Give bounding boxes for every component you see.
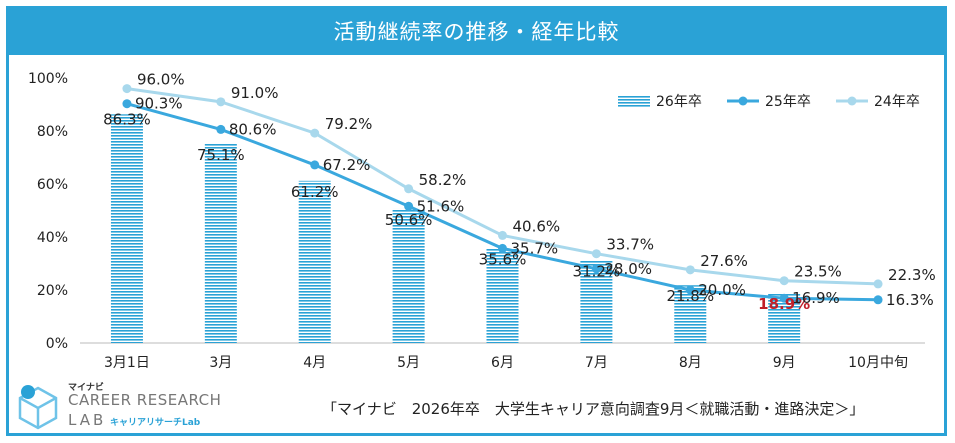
- series-point-24: [779, 276, 789, 286]
- y-tick-label: 60%: [37, 177, 68, 193]
- line24-data-label: 27.6%: [700, 252, 748, 270]
- x-tick-label: 3月1日: [104, 355, 150, 371]
- x-tick-label: 4月: [303, 355, 326, 371]
- line24-data-label: 23.5%: [794, 263, 842, 281]
- chart-frame: 活動継続率の推移・経年比較: [6, 6, 947, 436]
- line25-data-label: 35.7%: [511, 239, 559, 257]
- legend-swatch-bar: [618, 95, 650, 107]
- y-tick-label: 0%: [46, 336, 68, 352]
- y-tick-label: 40%: [37, 230, 68, 246]
- bar-26: [392, 208, 425, 343]
- line24-data-label: 40.6%: [513, 217, 561, 235]
- series-point-24: [873, 279, 883, 289]
- legend-label: 24年卒: [874, 94, 920, 110]
- line25-data-label: 20.0%: [698, 281, 746, 299]
- x-tick-label: 10月中旬: [848, 355, 908, 371]
- bar-data-label: 31.2%: [573, 262, 621, 280]
- y-tick-label: 100%: [28, 71, 68, 87]
- bar-26: [204, 143, 237, 343]
- legend-label: 26年卒: [656, 94, 702, 110]
- x-tick-label: 9月: [773, 355, 796, 371]
- bar-data-label: 75.1%: [197, 146, 245, 164]
- logo-brand: マイナビ: [68, 383, 104, 393]
- career-research-lab-logo: マイナビ CAREER RESEARCH LAB キャリアリサーチLab: [14, 380, 234, 432]
- series-point-24: [216, 97, 226, 107]
- chart-title: 活動継続率の推移・経年比較: [9, 9, 944, 55]
- x-tick-label: 6月: [491, 355, 514, 371]
- bar-data-label: 18.9%: [758, 295, 810, 313]
- bar-data-label: 50.6%: [385, 211, 433, 229]
- line25-data-label: 28.0%: [604, 260, 652, 278]
- logo-line2: LAB: [68, 411, 107, 429]
- bar-data-label: 35.6%: [479, 251, 527, 269]
- source-note: 「マイナビ 2026年卒 大学生キャリア意向調査9月＜就職活動・進路決定＞」: [322, 400, 865, 418]
- series-point-25: [310, 160, 320, 170]
- series-point-25: [685, 285, 695, 295]
- line25-data-label: 67.2%: [323, 156, 371, 174]
- line24-data-label: 22.3%: [888, 266, 936, 284]
- x-tick-label: 7月: [585, 355, 608, 371]
- x-tick-label: 5月: [397, 355, 420, 371]
- x-tick-label: 8月: [679, 355, 702, 371]
- line24-data-label: 58.2%: [419, 171, 467, 189]
- series-point-24: [122, 84, 132, 94]
- bar-26: [110, 114, 143, 344]
- bar-26: [486, 248, 519, 343]
- line24-data-label: 96.0%: [137, 71, 185, 89]
- bar-data-label: 21.8%: [666, 287, 714, 305]
- series-point-24: [685, 265, 695, 275]
- legend-label: 25年卒: [765, 94, 811, 110]
- line25-data-label: 16.9%: [792, 289, 840, 307]
- legend-swatch-marker: [738, 96, 748, 106]
- line25-data-label: 80.6%: [229, 120, 277, 138]
- logo-sub: キャリアリサーチLab: [110, 418, 201, 428]
- series-point-25: [873, 295, 883, 305]
- series-point-24: [404, 184, 414, 194]
- series-point-25: [498, 243, 507, 253]
- series-point-25: [591, 264, 601, 274]
- series-point-25: [404, 201, 414, 211]
- line24-data-label: 33.7%: [606, 236, 654, 254]
- series-point-25: [122, 99, 132, 109]
- line24-data-label: 91.0%: [231, 84, 279, 102]
- series-point-25: [779, 293, 789, 303]
- series-point-25: [216, 124, 226, 134]
- bar-26: [674, 285, 707, 343]
- series-point-24: [498, 230, 507, 240]
- legend-swatch-marker: [847, 96, 857, 106]
- bar-data-label: 86.3%: [103, 110, 151, 128]
- logo-line1: CAREER RESEARCH: [68, 391, 222, 409]
- line25-data-label: 16.3%: [886, 291, 934, 309]
- bar-data-label: 61.2%: [291, 183, 339, 201]
- bar-26: [580, 260, 613, 343]
- line24-data-label: 79.2%: [325, 115, 373, 133]
- cube-logo-icon: [18, 385, 58, 430]
- y-tick-label: 20%: [37, 283, 68, 299]
- x-tick-label: 3月: [209, 355, 232, 371]
- line25-data-label: 51.6%: [417, 197, 465, 215]
- y-tick-label: 80%: [37, 124, 68, 140]
- series-point-24: [310, 128, 320, 138]
- bar-26: [298, 180, 331, 343]
- series-point-24: [591, 249, 601, 259]
- line25-data-label: 90.3%: [135, 95, 183, 113]
